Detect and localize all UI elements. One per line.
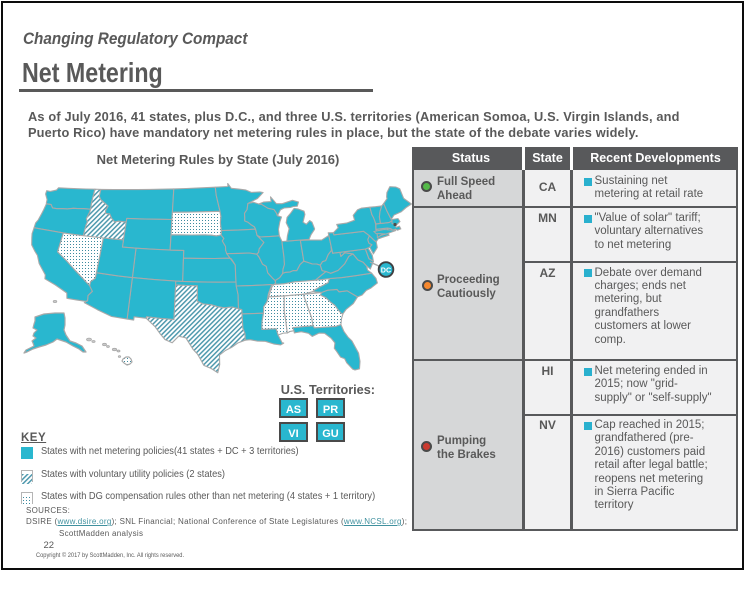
- svg-text:DC: DC: [381, 266, 391, 275]
